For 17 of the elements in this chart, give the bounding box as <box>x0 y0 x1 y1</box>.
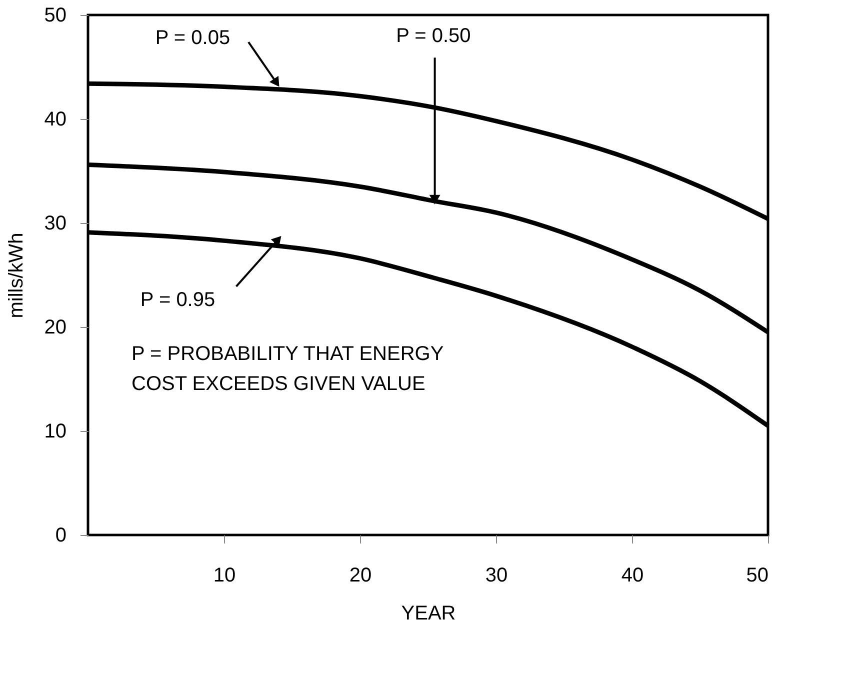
y-tick-label: 20 <box>44 316 66 338</box>
y-tick-label: 50 <box>44 4 66 26</box>
x-axis-title: YEAR <box>401 602 456 624</box>
x-tick-label: 10 <box>213 564 236 586</box>
y-tick-label: 10 <box>44 420 66 442</box>
x-tick-label: 40 <box>621 564 644 586</box>
y-tick-label: 40 <box>44 108 66 130</box>
annotation: P = 0.50 <box>396 24 471 47</box>
x-tick-label: 30 <box>485 564 508 586</box>
y-tick-label: 30 <box>44 212 66 234</box>
y-axis-title: mills/kWh <box>5 232 28 318</box>
x-tick-label: 50 <box>746 564 768 586</box>
annotation: P = PROBABILITY THAT ENERGY COST EXCEEDS GIVEN VALUE <box>132 343 444 396</box>
y-tick-label: 0 <box>55 524 66 546</box>
annotation: P = 0.05 <box>155 26 230 49</box>
x-tick-label: 20 <box>349 564 372 586</box>
annotation: P = 0.95 <box>140 288 216 311</box>
